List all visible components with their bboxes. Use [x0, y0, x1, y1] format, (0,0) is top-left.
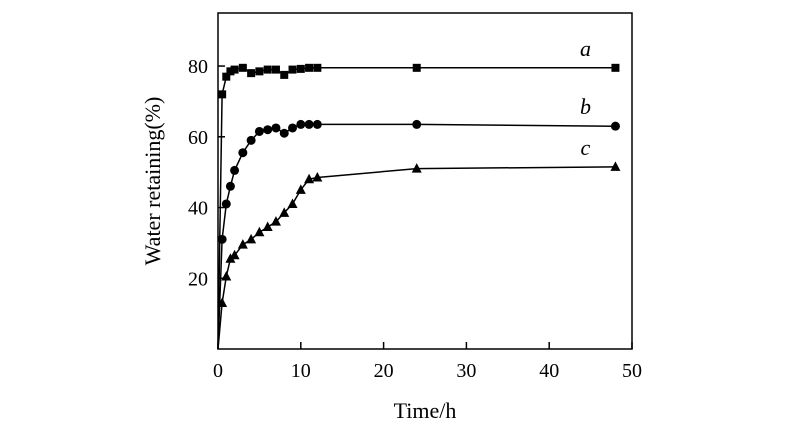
y-tick-label: 60 — [188, 127, 208, 149]
data-point — [288, 65, 297, 74]
data-point — [271, 65, 280, 74]
y-axis: 20 40 60 80 — [188, 56, 225, 290]
data-point — [296, 64, 305, 73]
series-c-label: c — [581, 135, 591, 160]
data-point — [254, 226, 265, 237]
x-tick-label: 50 — [622, 360, 642, 382]
data-point — [226, 67, 235, 76]
data-point — [304, 173, 315, 184]
data-point — [295, 184, 306, 194]
series-b-label: b — [580, 94, 591, 119]
data-point — [222, 72, 231, 81]
series-b-line — [217, 123, 616, 350]
y-axis-title: Water retaining(%) — [140, 97, 165, 266]
data-point — [230, 65, 239, 74]
series-a-line — [217, 67, 616, 350]
series-a: a — [217, 36, 620, 350]
x-tick-label: 40 — [539, 360, 559, 382]
data-point — [263, 65, 272, 74]
data-point — [296, 119, 306, 129]
series-a-label: a — [580, 36, 591, 61]
data-point — [262, 221, 273, 231]
data-point — [270, 216, 281, 226]
data-point — [255, 67, 264, 76]
data-point — [610, 161, 621, 171]
data-point — [271, 123, 281, 133]
data-point — [229, 249, 240, 260]
data-point — [263, 125, 273, 135]
x-tick-label: 30 — [456, 360, 476, 382]
data-point — [279, 207, 290, 217]
data-point — [238, 148, 248, 158]
data-point — [313, 63, 322, 72]
data-point — [221, 270, 232, 281]
y-tick-label: 20 — [188, 268, 208, 290]
series-c: c — [217, 135, 621, 350]
plot-frame — [217, 12, 633, 350]
data-point — [287, 198, 298, 208]
data-point — [217, 297, 228, 308]
data-point — [221, 199, 231, 209]
x-axis-title: Time/h — [394, 398, 457, 423]
data-point — [237, 239, 248, 249]
data-point — [280, 70, 289, 79]
x-tick-label: 0 — [213, 360, 223, 382]
data-point — [247, 69, 256, 78]
series-b: b — [217, 94, 620, 350]
x-tick-label: 20 — [374, 360, 394, 382]
data-point — [412, 63, 421, 72]
data-point — [225, 181, 235, 191]
data-point — [411, 163, 422, 173]
x-tick-label: 10 — [291, 360, 311, 382]
data-point — [254, 126, 264, 136]
data-point — [288, 123, 298, 133]
data-point — [305, 63, 314, 72]
series-c-line — [217, 166, 616, 350]
data-point — [312, 171, 323, 182]
data-point — [610, 121, 620, 131]
data-point — [246, 135, 256, 145]
data-point — [217, 234, 227, 244]
data-point — [312, 119, 322, 129]
series-layer: a bc — [217, 36, 621, 350]
y-tick-label: 80 — [188, 56, 208, 78]
x-axis: 0 10 20 30 40 50 — [213, 342, 642, 382]
y-tick-label: 40 — [188, 198, 208, 220]
data-point — [304, 119, 314, 129]
data-point — [412, 119, 422, 129]
data-point — [238, 63, 247, 72]
data-point — [230, 165, 240, 175]
data-point — [279, 128, 289, 138]
data-point — [218, 90, 227, 99]
data-point — [611, 63, 620, 72]
data-point — [246, 233, 257, 244]
